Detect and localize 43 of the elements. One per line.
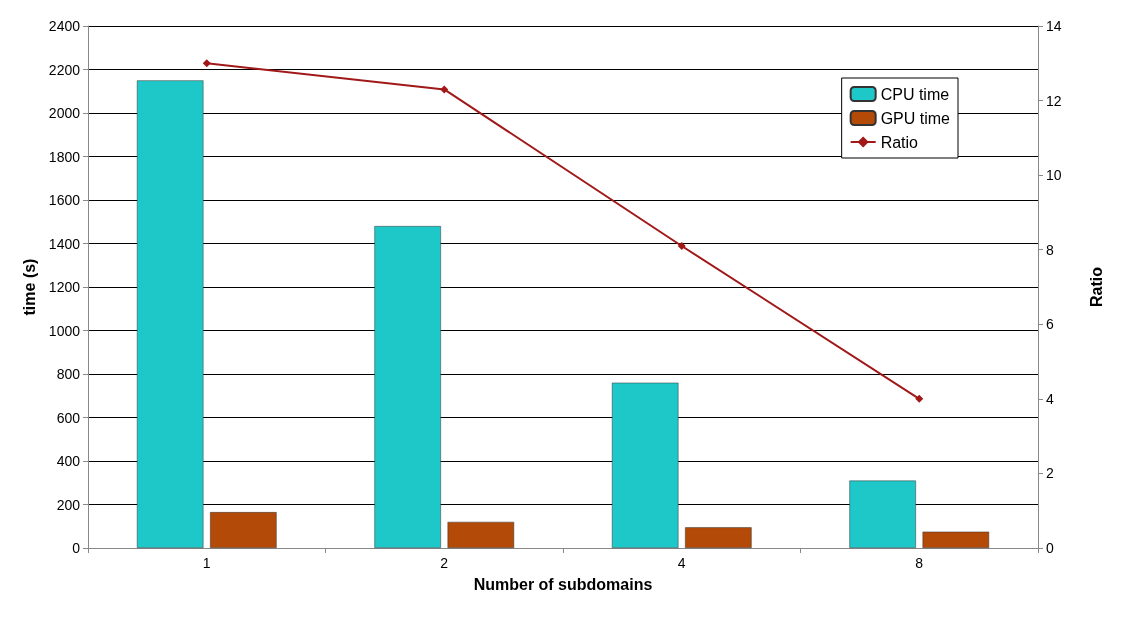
- y-tick-label: 400: [56, 453, 81, 469]
- point: [915, 394, 924, 403]
- y-tick-label: 200: [56, 496, 81, 513]
- y2-tick-label: 2: [1046, 465, 1054, 482]
- point: [677, 241, 686, 250]
- bar: [447, 521, 515, 548]
- y2-tick-label: 8: [1046, 241, 1054, 258]
- x-tick-label: 8: [915, 555, 924, 571]
- bar: [210, 512, 277, 548]
- y-tick-label: 2400: [48, 18, 81, 34]
- y-axis-title: time (s): [21, 258, 39, 316]
- bar: [611, 382, 679, 548]
- y2-axis-title: Ratio: [1087, 266, 1105, 307]
- y-tick-label: 1200: [48, 279, 81, 295]
- bar: [374, 226, 441, 548]
- y-tick-label: 1800: [48, 148, 81, 165]
- bar: [922, 531, 990, 548]
- y-tick-label: 2000: [48, 105, 81, 121]
- bar: [136, 80, 204, 548]
- y2-tick-label: 6: [1046, 316, 1054, 333]
- x-tick-label: 2: [440, 555, 449, 571]
- bar: [685, 527, 752, 548]
- y-tick-label: 600: [56, 409, 81, 426]
- y-tick-label: 0: [72, 540, 81, 556]
- y2-tick-label: 12: [1046, 92, 1062, 109]
- y-tick-label: 800: [56, 366, 81, 382]
- y-tick-label: 2200: [48, 61, 81, 78]
- y2-tick-label: 4: [1046, 390, 1054, 407]
- point: [440, 85, 449, 94]
- legend-label: Ratio: [880, 133, 919, 151]
- x-tick-label: 4: [677, 555, 686, 571]
- bar: [849, 480, 916, 548]
- y2-tick-label: 10: [1046, 167, 1062, 184]
- y-tick-label: 1000: [48, 322, 81, 339]
- x-axis-title: Number of subdomains: [473, 575, 653, 593]
- y2-tick-label: 0: [1046, 540, 1054, 556]
- y-tick-label: 1600: [48, 192, 81, 208]
- y-tick-label: 1400: [48, 235, 81, 252]
- x-tick-label: 1: [202, 555, 211, 571]
- legend-label: CPU time: [880, 85, 950, 103]
- point: [202, 59, 211, 68]
- legend-label: GPU time: [880, 109, 951, 127]
- y2-tick-label: 14: [1046, 18, 1062, 34]
